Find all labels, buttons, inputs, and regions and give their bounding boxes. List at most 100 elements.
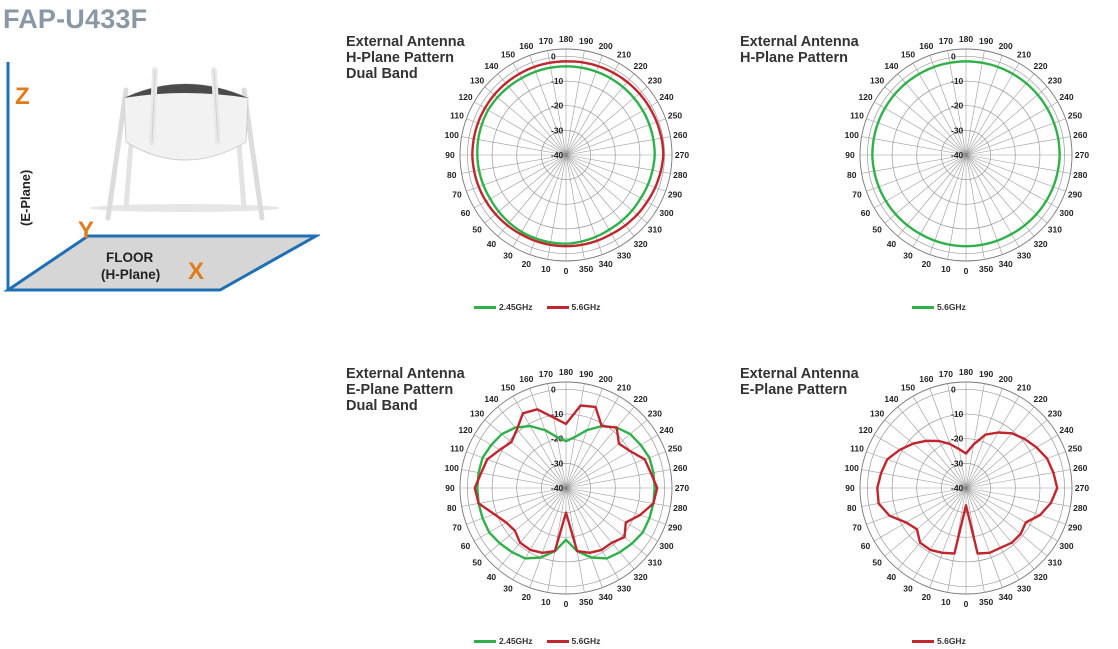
grid-spoke bbox=[965, 487, 1048, 557]
angle-tick-label: 240 bbox=[659, 92, 673, 102]
series-line-5-6ghz bbox=[871, 60, 1061, 248]
grid-spoke bbox=[965, 406, 1035, 489]
legend-item: 2.45GHz bbox=[474, 636, 533, 646]
angle-tick-label: 240 bbox=[659, 425, 673, 435]
angle-tick-label: 210 bbox=[1017, 383, 1031, 393]
angle-tick-label: 60 bbox=[461, 208, 471, 218]
center-marker bbox=[564, 486, 568, 490]
angle-tick-label: 230 bbox=[1048, 408, 1062, 418]
angle-tick-label: 270 bbox=[675, 483, 689, 493]
angle-tick-label: 110 bbox=[850, 443, 864, 453]
grid-spoke bbox=[512, 487, 567, 580]
angle-tick-label: 250 bbox=[668, 110, 682, 120]
angle-tick-label: 280 bbox=[1073, 503, 1087, 513]
angle-tick-label: 190 bbox=[579, 36, 593, 46]
grid-spoke bbox=[965, 487, 1058, 542]
chart-title-3: External Antenna E-Plane Pattern Dual Band bbox=[346, 366, 465, 414]
grid-spoke bbox=[874, 434, 967, 489]
angle-tick-label: 100 bbox=[845, 130, 859, 140]
grid-spoke bbox=[965, 154, 1048, 224]
grid-spoke bbox=[965, 154, 1035, 237]
grid-spoke bbox=[529, 487, 567, 588]
radial-tick-label: -10 bbox=[551, 409, 564, 419]
series-line-5-6ghz bbox=[473, 404, 659, 554]
angle-tick-label: 270 bbox=[1075, 150, 1089, 160]
grid-spoke bbox=[884, 419, 967, 489]
grid-spoke bbox=[874, 487, 967, 542]
angle-tick-label: 210 bbox=[617, 50, 631, 60]
angle-tick-label: 260 bbox=[673, 463, 687, 473]
angle-tick-label: 290 bbox=[668, 523, 682, 533]
page-title: FAP-U433F bbox=[3, 4, 148, 34]
angle-tick-label: 340 bbox=[599, 592, 613, 602]
angle-tick-label: 200 bbox=[999, 374, 1013, 384]
angle-tick-label: 170 bbox=[539, 369, 553, 379]
grid-spoke bbox=[965, 396, 1020, 489]
grid-spoke bbox=[965, 118, 1066, 156]
grid-spoke bbox=[947, 383, 967, 489]
angle-tick-label: 140 bbox=[884, 61, 898, 71]
angle-tick-label: 330 bbox=[1017, 583, 1031, 593]
angle-tick-label: 40 bbox=[487, 572, 497, 582]
angle-tick-label: 20 bbox=[522, 592, 532, 602]
grid-spoke bbox=[884, 86, 967, 156]
grid-spoke bbox=[897, 154, 967, 237]
grid-spoke bbox=[965, 419, 1048, 489]
radial-tick-label: -20 bbox=[551, 434, 564, 444]
grid-spoke bbox=[965, 63, 1020, 156]
grid-spoke bbox=[884, 154, 967, 224]
angle-tick-label: 30 bbox=[503, 250, 513, 260]
angle-tick-label: 350 bbox=[979, 597, 993, 607]
radial-tick-label: -20 bbox=[551, 101, 564, 111]
legend-item: 5.6GHz bbox=[912, 636, 966, 646]
radial-tick-label: -20 bbox=[951, 101, 964, 111]
legend-2: 5.6GHz bbox=[912, 302, 966, 312]
floor-plane bbox=[3, 234, 320, 292]
angle-tick-label: 10 bbox=[941, 597, 951, 607]
angle-tick-label: 200 bbox=[599, 41, 613, 51]
angle-tick-label: 60 bbox=[861, 208, 871, 218]
angle-tick-label: 260 bbox=[1073, 130, 1087, 140]
angle-tick-label: 150 bbox=[501, 50, 515, 60]
grid-spoke bbox=[484, 419, 567, 489]
angle-tick-label: 140 bbox=[484, 61, 498, 71]
angle-tick-label: 50 bbox=[472, 558, 482, 568]
legend-swatch bbox=[474, 639, 496, 643]
angle-tick-label: 90 bbox=[845, 150, 855, 160]
angle-tick-label: 90 bbox=[445, 150, 455, 160]
angle-tick-label: 80 bbox=[447, 503, 457, 513]
angle-tick-label: 210 bbox=[617, 383, 631, 393]
grid-spoke bbox=[965, 383, 985, 489]
grid-spoke bbox=[929, 388, 967, 489]
angle-tick-label: 290 bbox=[668, 190, 682, 200]
angle-tick-label: 170 bbox=[539, 36, 553, 46]
grid-spoke bbox=[965, 487, 1020, 580]
grid-spoke bbox=[965, 86, 1048, 156]
angle-tick-label: 70 bbox=[852, 190, 862, 200]
radial-tick-label: -40 bbox=[551, 150, 564, 160]
angle-tick-label: 20 bbox=[922, 259, 932, 269]
grid-spoke bbox=[497, 406, 567, 489]
angle-tick-label: 300 bbox=[1059, 541, 1073, 551]
grid-spoke bbox=[565, 388, 603, 489]
grid-spoke bbox=[484, 487, 567, 557]
angle-tick-label: 310 bbox=[1048, 225, 1062, 235]
legend-item: 5.6GHz bbox=[546, 636, 600, 646]
angle-tick-label: 310 bbox=[648, 225, 662, 235]
series-line-5-6ghz bbox=[471, 60, 665, 248]
angle-tick-label: 260 bbox=[1073, 463, 1087, 473]
legend-4: 5.6GHz bbox=[912, 636, 966, 646]
grid-spoke bbox=[965, 101, 1058, 156]
angle-tick-label: 120 bbox=[858, 425, 872, 435]
angle-tick-label: 0 bbox=[564, 599, 569, 609]
chart-title-4: External Antenna E-Plane Pattern bbox=[740, 366, 859, 398]
grid-spoke bbox=[965, 136, 1071, 156]
grid-spoke bbox=[861, 136, 967, 156]
angle-tick-label: 290 bbox=[1068, 190, 1082, 200]
legend-3: 2.45GHz 5.6GHz bbox=[474, 636, 600, 646]
angle-tick-label: 200 bbox=[599, 374, 613, 384]
radial-tick-label: -10 bbox=[551, 76, 564, 86]
radial-tick-label: -30 bbox=[951, 125, 964, 135]
grid-spoke bbox=[965, 50, 985, 156]
